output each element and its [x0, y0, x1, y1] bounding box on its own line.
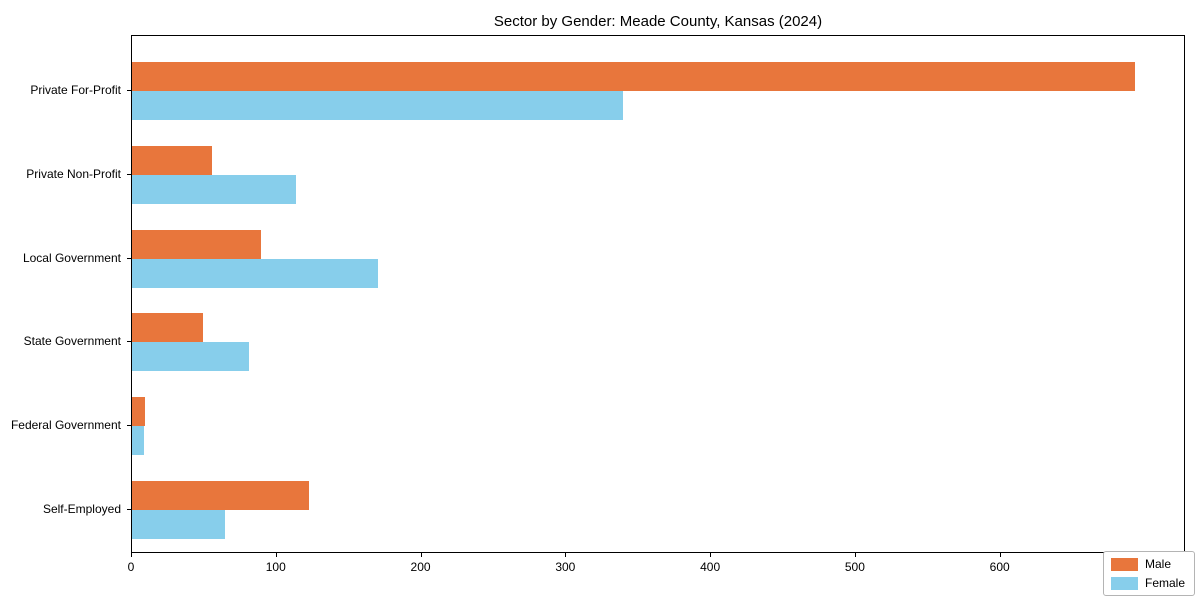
y-tick-mark [127, 425, 131, 427]
x-tick-label: 600 [989, 560, 1010, 574]
x-tick-mark [131, 553, 132, 557]
y-tick-mark [127, 257, 131, 259]
legend: Male Female [1102, 551, 1195, 596]
x-tick-label: 300 [555, 560, 576, 574]
y-tick-label: Local Government [22, 250, 121, 265]
x-tick-mark [999, 553, 1001, 557]
bar-female-4 [132, 426, 144, 456]
legend-label: Female [1144, 576, 1185, 590]
x-tick-label: 0 [127, 560, 135, 574]
y-tick-label: Self-Employed [42, 502, 121, 516]
x-tick-mark [565, 553, 567, 557]
bar-male-2 [132, 229, 261, 259]
y-tick-label: State Government [23, 334, 121, 349]
x-tick-label: 100 [265, 560, 286, 574]
legend-item-male: Male [1110, 557, 1185, 571]
legend-label: Male [1144, 557, 1171, 571]
bar-female-5 [132, 510, 225, 539]
bar-male-1 [132, 145, 212, 175]
bar-female-1 [132, 174, 296, 204]
y-tick-label: Federal Government [10, 418, 121, 433]
y-tick-mark [127, 90, 131, 91]
bar-female-2 [132, 258, 379, 288]
chart-title: Sector by Gender: Meade County, Kansas (… [493, 13, 823, 30]
bar-male-3 [132, 313, 203, 343]
x-tick-mark [420, 553, 422, 557]
x-tick-label: 500 [844, 560, 865, 574]
y-tick-mark [127, 173, 131, 175]
x-tick-label: 400 [700, 560, 721, 574]
legend-item-female: Female [1110, 576, 1185, 590]
bar-male-5 [132, 481, 309, 510]
y-tick-label: Private For-Profit [30, 83, 121, 97]
bar-male-4 [132, 397, 146, 427]
bar-male-0 [132, 62, 1136, 91]
x-tick-mark [710, 553, 712, 557]
x-tick-mark [854, 553, 856, 557]
y-tick-label: Private Non-Profit [26, 166, 121, 181]
bar-female-3 [132, 342, 250, 372]
x-tick-mark [275, 553, 277, 557]
y-tick-mark [127, 509, 131, 510]
legend-swatch-icon [1110, 576, 1138, 590]
x-tick-label: 200 [410, 560, 431, 574]
bar-female-0 [132, 91, 623, 120]
legend-swatch-icon [1110, 557, 1138, 571]
y-tick-mark [127, 341, 131, 343]
plot-area [131, 35, 1185, 553]
